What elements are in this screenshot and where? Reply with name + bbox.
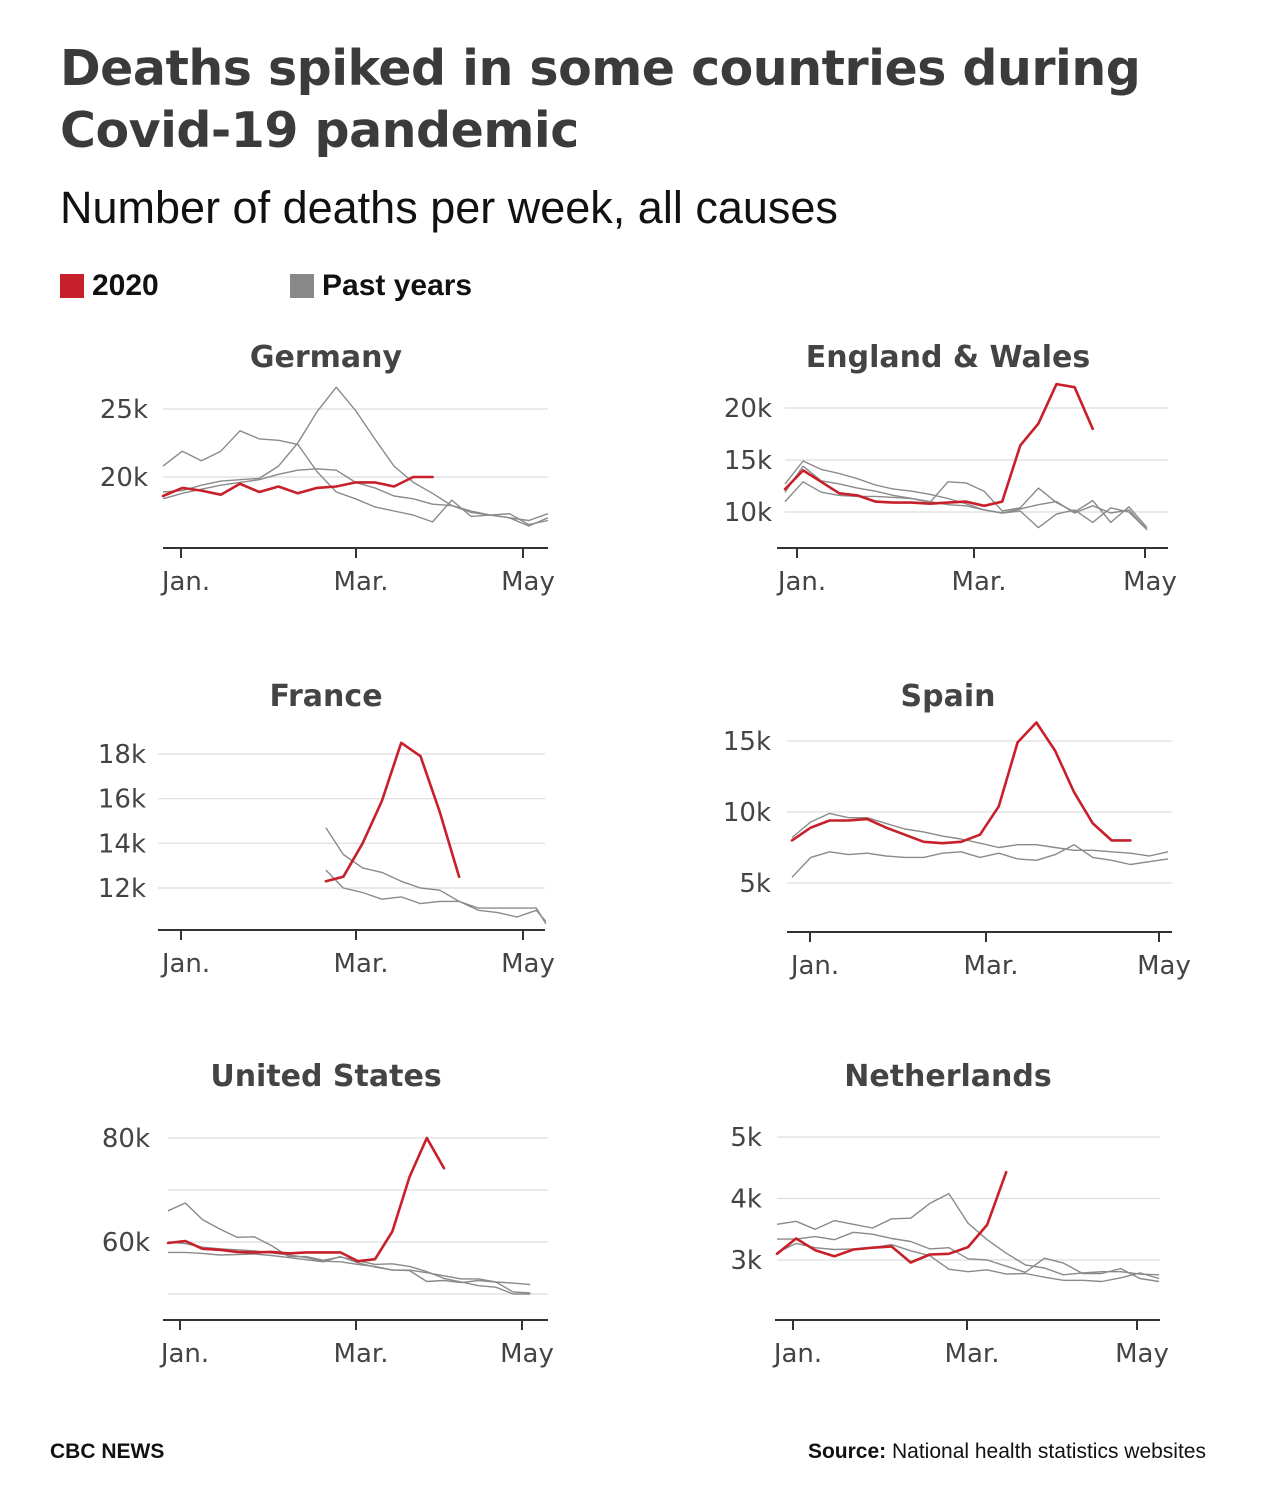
legend-label-past-years: Past years (322, 269, 473, 302)
chart-spain-title: Spain (901, 679, 996, 714)
chart-france-y-tick-label: 18k (98, 740, 146, 770)
brand-logo-text: CBC NEWS (50, 1440, 165, 1463)
chart-germany-y-tick-label: 25k (100, 395, 148, 425)
chart-france-x-tick-label: May (501, 949, 555, 979)
chart-france-y-tick-label: 14k (98, 829, 146, 859)
chart-france-x-tick-label: Mar. (334, 949, 389, 979)
chart-united-states-x-tick-label: Jan. (159, 1339, 209, 1369)
chart-france-series-past-year-line-2 (325, 869, 547, 922)
legend-item-past-years: Past years (290, 266, 472, 306)
chart-united-states-series-past-year-line-3 (168, 1251, 531, 1294)
chart-england-wales-series-past-year-line-2 (784, 465, 1148, 529)
chart-netherlands-x-tick-label: May (1115, 1339, 1169, 1369)
source-text: National health statistics websites (892, 1440, 1206, 1463)
chart-england-wales-x-tick-label: Mar. (952, 567, 1007, 597)
chart-netherlands-y-tick-label: 5k (730, 1123, 762, 1153)
chart-germany-x-tick-label: May (501, 567, 555, 597)
legend-label-2020: 2020 (92, 269, 159, 302)
chart-germany-y-tick-label: 20k (100, 463, 148, 493)
chart-germany-series-2020-line (161, 475, 434, 498)
chart-title: Deaths spiked in some countries during C… (60, 40, 1141, 159)
chart-spain-y-tick-label: 15k (723, 727, 771, 757)
chart-united-states-series-past-year-line-1 (167, 1202, 531, 1295)
source-label: Source: (807, 1440, 887, 1463)
legend-swatch-2020 (60, 274, 84, 298)
chart-netherlands-x-tick-label: Mar. (945, 1339, 1000, 1369)
chart-united-states-y-tick-label: 60k (102, 1228, 150, 1258)
chart-england-wales-y-tick-label: 20k (724, 394, 772, 424)
chart-germany-x-tick-label: Jan. (160, 567, 210, 597)
chart-netherlands-series-past-year-line-1 (776, 1192, 1160, 1276)
chart-united-states-x-tick-label: Mar. (334, 1339, 389, 1369)
chart-england-wales-title: England & Wales (806, 340, 1091, 375)
chart-england-wales-series-2020-line (783, 382, 1094, 508)
chart-netherlands-title: Netherlands (844, 1059, 1052, 1094)
chart-netherlands-y-tick-label: 3k (730, 1246, 762, 1276)
source-note: Source: National health statistics websi… (808, 1438, 1206, 1466)
chart-england-wales-series-past-year-line-1 (784, 460, 1148, 531)
chart-spain-series-2020-line (790, 721, 1132, 845)
chart-spain-x-tick-label: May (1137, 951, 1191, 981)
legend-swatch-past-years (290, 274, 314, 298)
chart-england-wales-series-past-year-line-3 (784, 481, 1148, 531)
chart-spain-series-past-year-line-2 (791, 844, 1169, 878)
chart-england-wales-y-tick-label: 10k (724, 498, 772, 528)
chart-spain-x-tick-label: Jan. (789, 951, 839, 981)
chart-united-states-x-tick-label: May (500, 1339, 554, 1369)
chart-united-states-series-2020-line (166, 1136, 446, 1263)
chart-spain-x-tick-label: Mar. (964, 951, 1019, 981)
chart-united-states-y-tick-label: 80k (102, 1124, 150, 1154)
chart-france-x-tick-label: Jan. (160, 949, 210, 979)
legend-item-2020: 2020 (60, 266, 159, 306)
chart-france-y-tick-label: 12k (98, 874, 146, 904)
chart-netherlands-x-tick-label: Jan. (772, 1339, 822, 1369)
chart-germany-x-tick-label: Mar. (334, 567, 389, 597)
chart-france-y-tick-label: 16k (98, 785, 146, 815)
chart-spain-series-past-year-line-1 (791, 812, 1169, 857)
chart-france-title: France (269, 679, 382, 714)
chart-england-wales-x-tick-label: Jan. (776, 567, 826, 597)
chart-netherlands-series-past-year-line-2 (777, 1231, 1160, 1283)
chart-germany-title: Germany (250, 340, 403, 375)
chart-united-states-series-past-year-line-2 (167, 1241, 531, 1286)
chart-netherlands-series-past-year-line-3 (776, 1242, 1160, 1283)
chart-england-wales-x-tick-label: May (1123, 567, 1177, 597)
chart-subtitle: Number of deaths per week, all causes (60, 182, 838, 233)
chart-france-series-2020-line (324, 741, 461, 883)
chart-france-series-past-year-line-1 (325, 827, 547, 925)
chart-netherlands-series-2020-line (775, 1170, 1008, 1264)
chart-united-states-title: United States (210, 1059, 441, 1094)
chart-england-wales-y-tick-label: 15k (724, 446, 772, 476)
chart-germany-series-past-year-line-1 (162, 430, 549, 526)
chart-spain-y-tick-label: 10k (723, 798, 771, 828)
chart-spain-y-tick-label: 5k (739, 869, 771, 899)
chart-netherlands-y-tick-label: 4k (730, 1185, 762, 1215)
chart-germany-series-past-year-line-3 (162, 386, 549, 527)
